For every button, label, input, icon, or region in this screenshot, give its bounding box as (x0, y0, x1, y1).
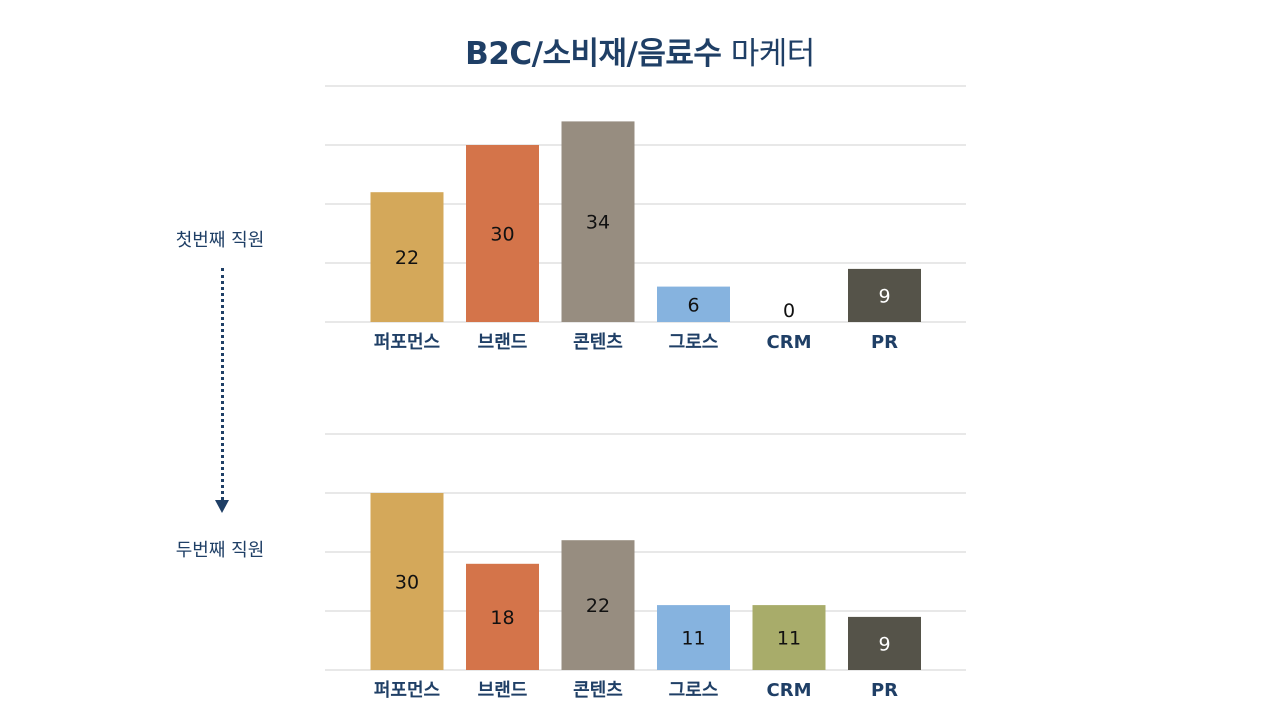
bar-1-1 (370, 192, 444, 322)
bar-1-2 (466, 145, 539, 322)
bar-1-6 (848, 268, 921, 322)
value-label-2-1: 30 (395, 572, 419, 594)
value-label-1-5: 0 (783, 300, 795, 322)
value-label-2-5: 11 (777, 628, 801, 650)
dotted-down-arrow-icon (221, 268, 224, 500)
category-label-1-2: 브랜드 (478, 332, 528, 353)
category-label-1-6: PR (871, 332, 898, 353)
bar-2-6 (848, 616, 921, 670)
title-bold: B2C/소비재/음료수 (465, 36, 722, 72)
value-label-1-1: 22 (395, 247, 419, 269)
bar-1-3 (561, 121, 635, 323)
title-light: 마케터 (730, 36, 816, 72)
category-label-2-4: 그로스 (669, 680, 719, 701)
value-label-2-3: 22 (586, 595, 610, 617)
value-label-1-6: 9 (878, 285, 890, 307)
category-label-1-5: CRM (767, 332, 812, 353)
category-label-2-1: 퍼포먼스 (374, 680, 440, 701)
category-label-1-4: 그로스 (669, 332, 719, 353)
category-label-1-1: 퍼포먼스 (374, 332, 440, 353)
value-label-2-6: 9 (878, 633, 890, 655)
value-label-1-3: 34 (586, 212, 610, 234)
bar-2-2 (466, 563, 539, 670)
value-label-2-4: 11 (681, 628, 705, 650)
value-label-1-2: 30 (490, 224, 514, 246)
value-label-2-2: 18 (490, 607, 514, 629)
bar-2-3 (561, 540, 635, 670)
category-label-2-3: 콘텐츠 (573, 680, 623, 701)
category-label-1-3: 콘텐츠 (573, 332, 623, 353)
category-label-2-6: PR (871, 680, 898, 701)
first-employee-label: 첫번째 직원 (175, 230, 265, 251)
category-label-2-5: CRM (767, 680, 812, 701)
value-label-1-4: 6 (687, 294, 699, 316)
bar-2-1 (370, 493, 444, 670)
page-title: B2C/소비재/음료수 마케터 (0, 28, 1280, 73)
chart-first-employee: 22 퍼포먼스 30 브랜드 34 콘텐츠 6 그로스 0 CRM 9 PR (325, 85, 966, 353)
chart-second-employee: 30 퍼포먼스 18 브랜드 22 콘텐츠 11 그로스 11 CRM 9 PR (325, 433, 966, 701)
bar-2-4 (657, 605, 730, 670)
category-label-2-2: 브랜드 (478, 680, 528, 701)
bar-1-4 (657, 286, 730, 322)
arrow-head-icon (215, 500, 229, 513)
bar-2-5 (752, 605, 826, 670)
second-employee-label: 두번째 직원 (175, 540, 265, 561)
